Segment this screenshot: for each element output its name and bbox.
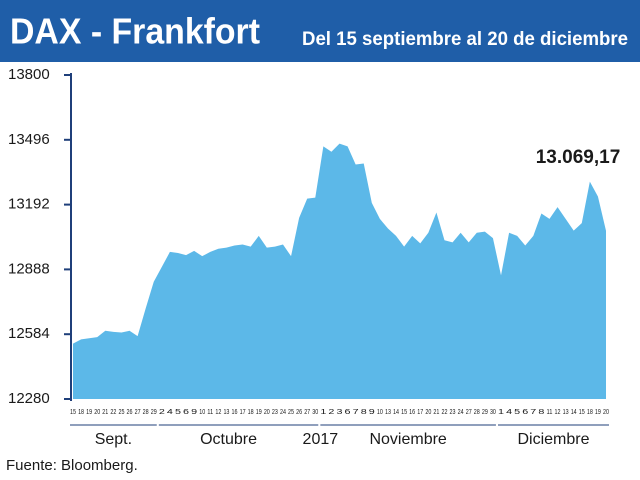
area — [73, 143, 606, 399]
x-tick-label: 26 — [127, 409, 133, 416]
x-tick-label: 18 — [78, 409, 84, 416]
x-tick-label: 3 — [337, 409, 343, 416]
x-tick-label: 29 — [151, 409, 157, 416]
chart-subtitle: Del 15 septiembre al 20 de diciembre — [302, 29, 628, 50]
x-tick-label: 16 — [409, 409, 415, 416]
x-tick-label: 11 — [546, 409, 552, 416]
x-tick-label: 9 — [191, 409, 197, 416]
x-tick-label: 27 — [304, 409, 310, 416]
x-tick-label: 25 — [288, 409, 294, 416]
x-tick-label: 23 — [272, 409, 278, 416]
x-tick-label: 24 — [458, 409, 464, 416]
x-tick-label: 10 — [199, 409, 205, 416]
month-label: Noviembre — [369, 431, 446, 448]
y-tick-label: 12888 — [8, 260, 50, 277]
x-tick-label: 18 — [587, 409, 593, 416]
y-tick-label: 13800 — [8, 66, 50, 83]
x-tick-label: 10 — [377, 409, 383, 416]
x-tick-label: 21 — [433, 409, 439, 416]
month-label: Sept. — [95, 431, 132, 448]
x-tick-label: 4 — [506, 409, 512, 416]
x-tick-label: 20 — [94, 409, 100, 416]
x-tick-label: 30 — [312, 409, 318, 416]
x-tick-label: 4 — [167, 409, 173, 416]
x-tick-label: 7 — [353, 409, 359, 416]
month-label: Diciembre — [517, 431, 589, 448]
x-tick-label: 24 — [280, 409, 286, 416]
source: Fuente: Bloomberg. — [6, 457, 138, 474]
x-tick-label: 16 — [232, 409, 238, 416]
x-tick-label: 13 — [223, 409, 229, 416]
x-tick-label: 9 — [369, 409, 375, 416]
x-tick-label: 1 — [320, 409, 326, 416]
x-tick-label: 26 — [296, 409, 302, 416]
x-tick-label: 6 — [522, 409, 528, 416]
x-tick-label: 8 — [361, 409, 367, 416]
annotation: 13.069,17 — [536, 147, 621, 168]
x-tick-label: 14 — [393, 409, 399, 416]
x-tick-label: 1 — [498, 409, 504, 416]
header-band — [0, 0, 640, 62]
x-tick-label: 28 — [474, 409, 480, 416]
x-tick-label: 15 — [70, 409, 76, 416]
x-tick-label: 21 — [102, 409, 108, 416]
x-tick-label: 25 — [118, 409, 124, 416]
x-tick-label: 11 — [207, 409, 213, 416]
x-tick-label: 20 — [425, 409, 431, 416]
x-tick-label: 15 — [579, 409, 585, 416]
x-tick-label: 20 — [264, 409, 270, 416]
x-tick-label: 19 — [256, 409, 262, 416]
x-tick-label: 18 — [248, 409, 254, 416]
year-label: 2017 — [303, 431, 339, 448]
x-tick-label: 15 — [401, 409, 407, 416]
x-tick-label: 28 — [143, 409, 149, 416]
x-tick-label: 2 — [159, 409, 165, 416]
x-tick-label: 19 — [595, 409, 601, 416]
x-tick-label: 22 — [441, 409, 447, 416]
x-tick-label: 7 — [530, 409, 536, 416]
x-tick-label: 23 — [450, 409, 456, 416]
x-tick-label: 17 — [240, 409, 246, 416]
x-tick-label: 30 — [490, 409, 496, 416]
x-tick-label: 5 — [514, 409, 520, 416]
month-label: Octubre — [200, 431, 257, 448]
x-tick-label: 17 — [417, 409, 423, 416]
x-tick-label: 6 — [183, 409, 189, 416]
x-tick-label: 29 — [482, 409, 488, 416]
x-tick-label: 14 — [571, 409, 577, 416]
y-tick-label: 13496 — [8, 131, 50, 148]
x-tick-label: 20 — [603, 409, 609, 416]
x-tick-label: 22 — [110, 409, 116, 416]
x-tick-label: 19 — [86, 409, 92, 416]
x-tick-label: 2 — [328, 409, 334, 416]
x-tick-label: 13 — [563, 409, 569, 416]
x-tick-label: 6 — [345, 409, 351, 416]
y-tick-label: 12584 — [8, 325, 50, 342]
chart-title: DAX - Frankfort — [10, 11, 260, 52]
x-tick-label: 13 — [385, 409, 391, 416]
x-tick-label: 5 — [175, 409, 181, 416]
x-tick-label: 27 — [466, 409, 472, 416]
y-tick-label: 12280 — [8, 390, 50, 407]
y-tick-label: 13192 — [8, 196, 50, 213]
x-tick-label: 27 — [135, 409, 141, 416]
x-tick-label: 8 — [538, 409, 544, 416]
x-tick-label: 12 — [555, 409, 561, 416]
x-tick-label: 12 — [215, 409, 221, 416]
